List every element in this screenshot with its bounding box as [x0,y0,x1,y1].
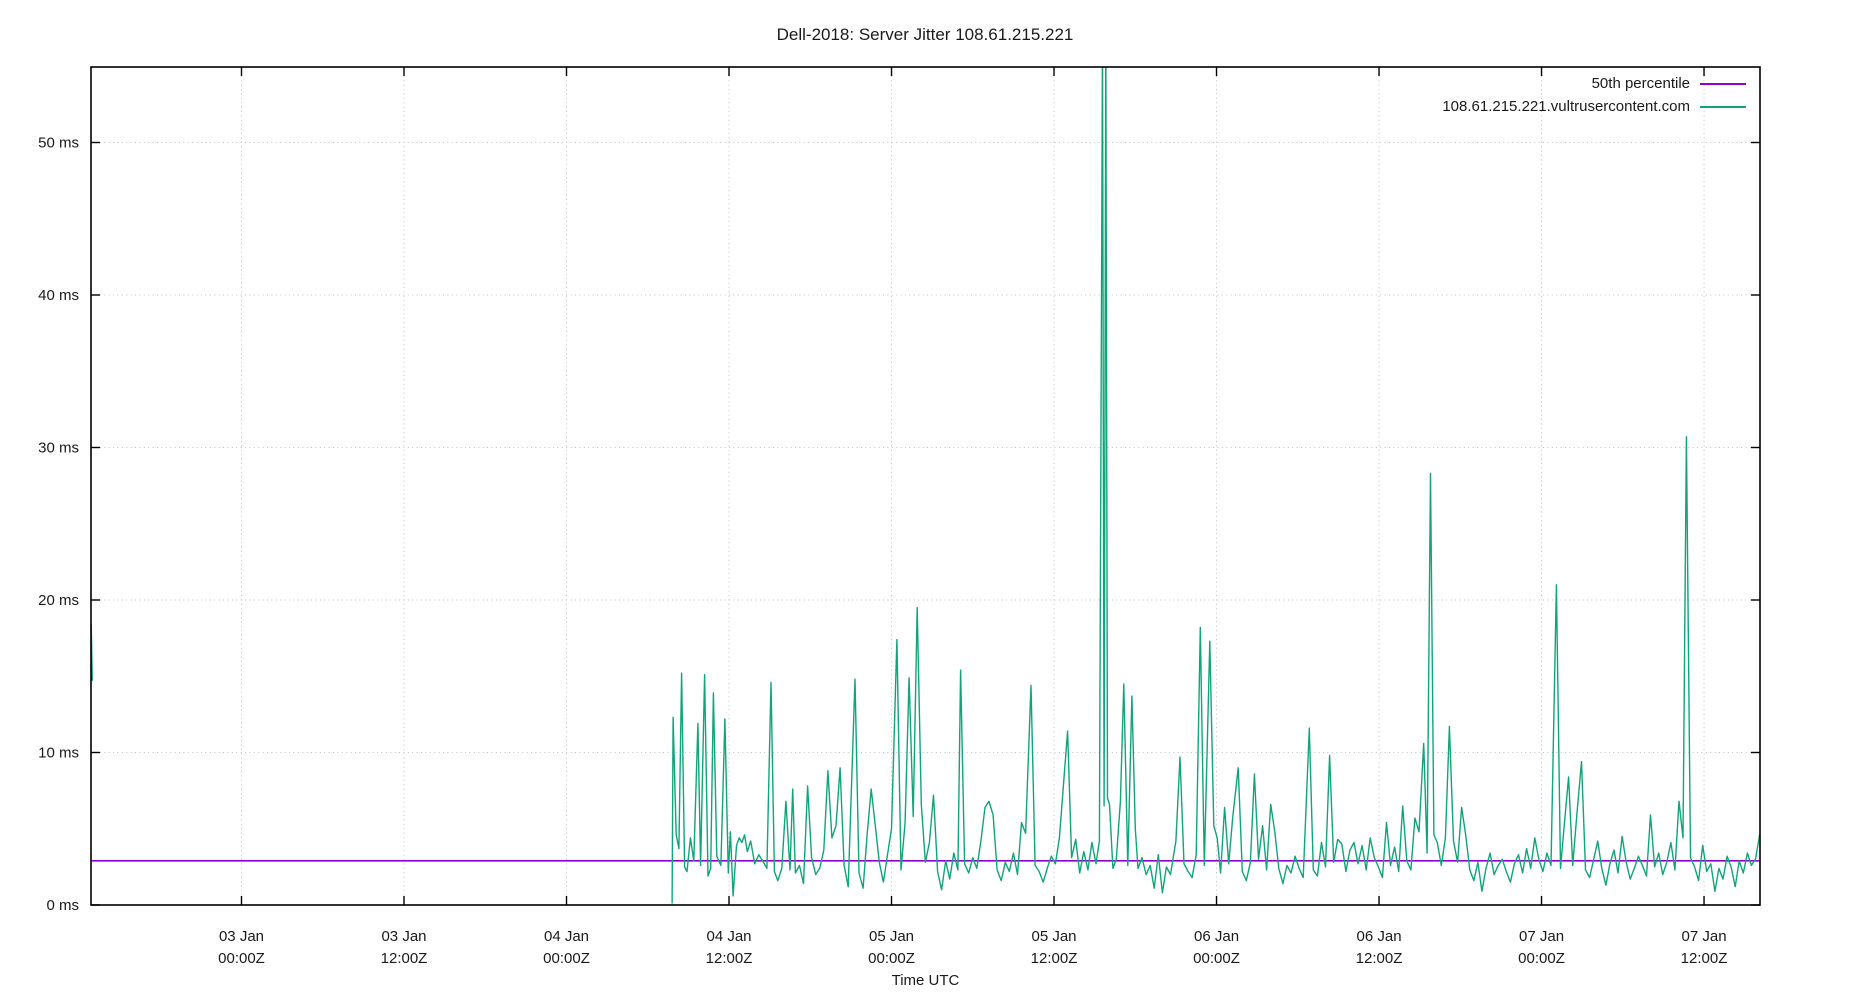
x-tick-label-time: 00:00Z [1518,950,1565,967]
gridlines [91,67,1760,905]
x-tick-label-day: 04 Jan [544,928,589,945]
x-tick-labels: 03 Jan 00:00Z 03 Jan 12:00Z 04 Jan 00:00Z 04 J… [218,928,1727,967]
chart-title: Dell-2018: Server Jitter 108.61.215.221 [776,25,1074,44]
x-tick-label-day: 03 Jan [219,928,264,945]
x-tick-label-day: 05 Jan [869,928,914,945]
x-tick-label-day: 03 Jan [381,928,426,945]
y-tick-label: 50 ms [38,135,79,152]
x-tick-label-day: 07 Jan [1519,928,1564,945]
x-tick-label-day: 07 Jan [1682,928,1727,945]
x-tick-label-day: 06 Jan [1357,928,1402,945]
y-tick-label: 40 ms [38,287,79,304]
x-tick-label-day: 06 Jan [1194,928,1239,945]
x-tick-label-time: 00:00Z [868,950,915,967]
y-tick-label: 20 ms [38,592,79,609]
legend-label-percentile: 50th percentile [1591,75,1690,92]
y-tick-label: 10 ms [38,745,79,762]
x-tick-label-time: 00:00Z [218,950,265,967]
y-tick-label: 30 ms [38,440,79,457]
x-tick-label-time: 12:00Z [1681,950,1728,967]
legend-label-host: 108.61.215.221.vultrusercontent.com [1442,98,1690,115]
x-tick-label-time: 12:00Z [706,950,753,967]
y-tick-labels: 0 ms 10 ms 20 ms 30 ms 40 ms 50 ms [38,135,79,915]
x-tick-label-time: 12:00Z [1356,950,1403,967]
x-tick-label-day: 05 Jan [1031,928,1076,945]
legend-item-host: 108.61.215.221.vultrusercontent.com [1442,95,1746,118]
host-jitter-line [91,67,1760,904]
tick-marks [91,67,1760,906]
x-tick-label-time: 12:00Z [381,950,428,967]
host-line-sample-icon [1700,105,1746,108]
x-tick-label-time: 00:00Z [543,950,590,967]
x-tick-label-time: 12:00Z [1031,950,1078,967]
x-tick-label-time: 00:00Z [1193,950,1240,967]
y-tick-label: 0 ms [46,897,79,914]
x-tick-label-day: 04 Jan [706,928,751,945]
plot-border [90,66,1761,906]
legend-item-percentile: 50th percentile [1442,72,1746,95]
x-axis-title: Time UTC [891,972,960,989]
percentile-line-sample-icon [1700,82,1746,85]
legend: 50th percentile 108.61.215.221.vultruser… [1442,72,1746,118]
